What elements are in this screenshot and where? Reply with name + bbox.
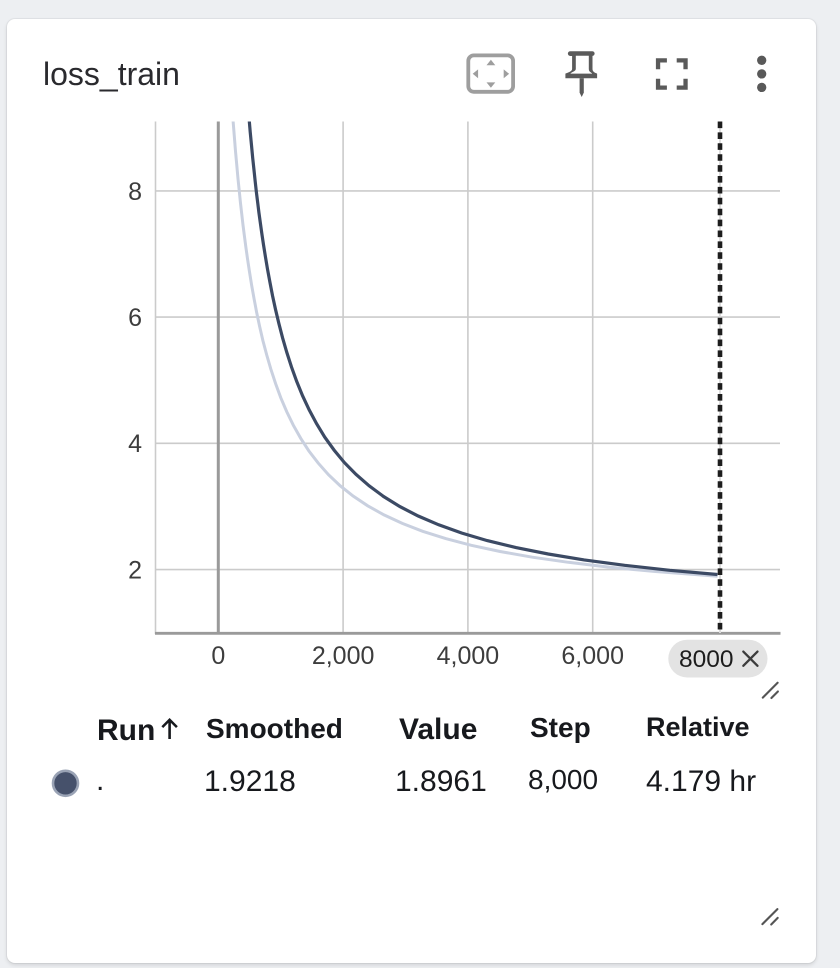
svg-text:4,000: 4,000	[437, 642, 500, 670]
svg-text:8: 8	[128, 178, 142, 206]
svg-text:6: 6	[128, 304, 142, 332]
svg-text:2: 2	[128, 557, 142, 585]
svg-text:0: 0	[211, 642, 225, 670]
svg-text:8000: 8000	[679, 646, 734, 673]
svg-text:4: 4	[128, 430, 142, 458]
svg-text:2,000: 2,000	[312, 642, 375, 670]
svg-text:6,000: 6,000	[561, 642, 624, 670]
